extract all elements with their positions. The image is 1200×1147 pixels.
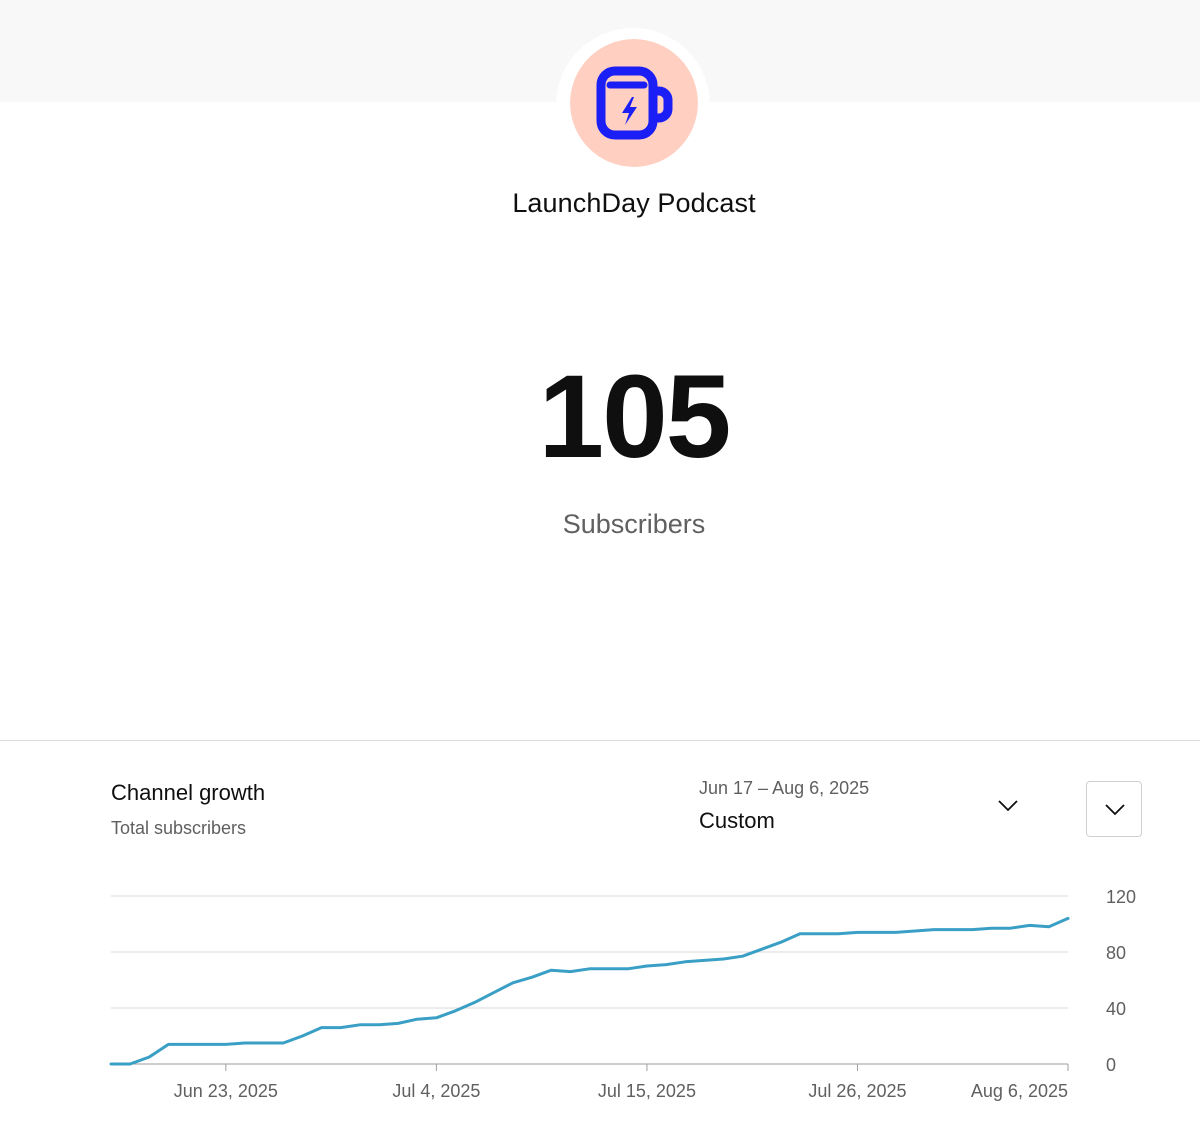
date-range-dates: Jun 17 – Aug 6, 2025 — [699, 778, 870, 798]
series-line — [109, 916, 1070, 1066]
channel-name: LaunchDay Podcast — [512, 188, 756, 218]
growth-line-chart: 0 40 80 120 Jun 23, 2025 Jul 4, 2025 Jul 15, 2… — [109, 887, 1136, 1101]
chevron-down-icon — [1105, 804, 1125, 816]
date-range-label: Custom — [699, 808, 775, 833]
coffee-mug-lightning-icon — [570, 39, 698, 167]
x-tick-label: Jul 26, 2025 — [808, 1081, 906, 1101]
x-tick-label: Aug 6, 2025 — [971, 1081, 1068, 1101]
date-range-select[interactable]: Jun 17 – Aug 6, 2025 Custom — [690, 772, 1040, 842]
card-title: Channel growth — [111, 780, 266, 805]
y-tick-label: 40 — [1106, 999, 1126, 1019]
y-tick-label: 0 — [1106, 1055, 1116, 1075]
x-tick-label: Jul 15, 2025 — [598, 1081, 696, 1101]
subscriber-count: 105 — [538, 351, 732, 483]
subscriber-count-label: Subscribers — [562, 509, 706, 539]
x-tick-label: Jul 4, 2025 — [392, 1081, 480, 1101]
expand-card-button[interactable] — [1086, 781, 1142, 837]
card-subtitle: Total subscribers — [111, 818, 247, 838]
y-tick-label: 80 — [1106, 943, 1126, 963]
x-tick-label: Jun 23, 2025 — [174, 1081, 278, 1101]
y-tick-label: 120 — [1106, 887, 1136, 907]
channel-avatar[interactable] — [570, 39, 698, 167]
chevron-down-icon — [998, 800, 1018, 812]
section-divider — [0, 740, 1200, 741]
